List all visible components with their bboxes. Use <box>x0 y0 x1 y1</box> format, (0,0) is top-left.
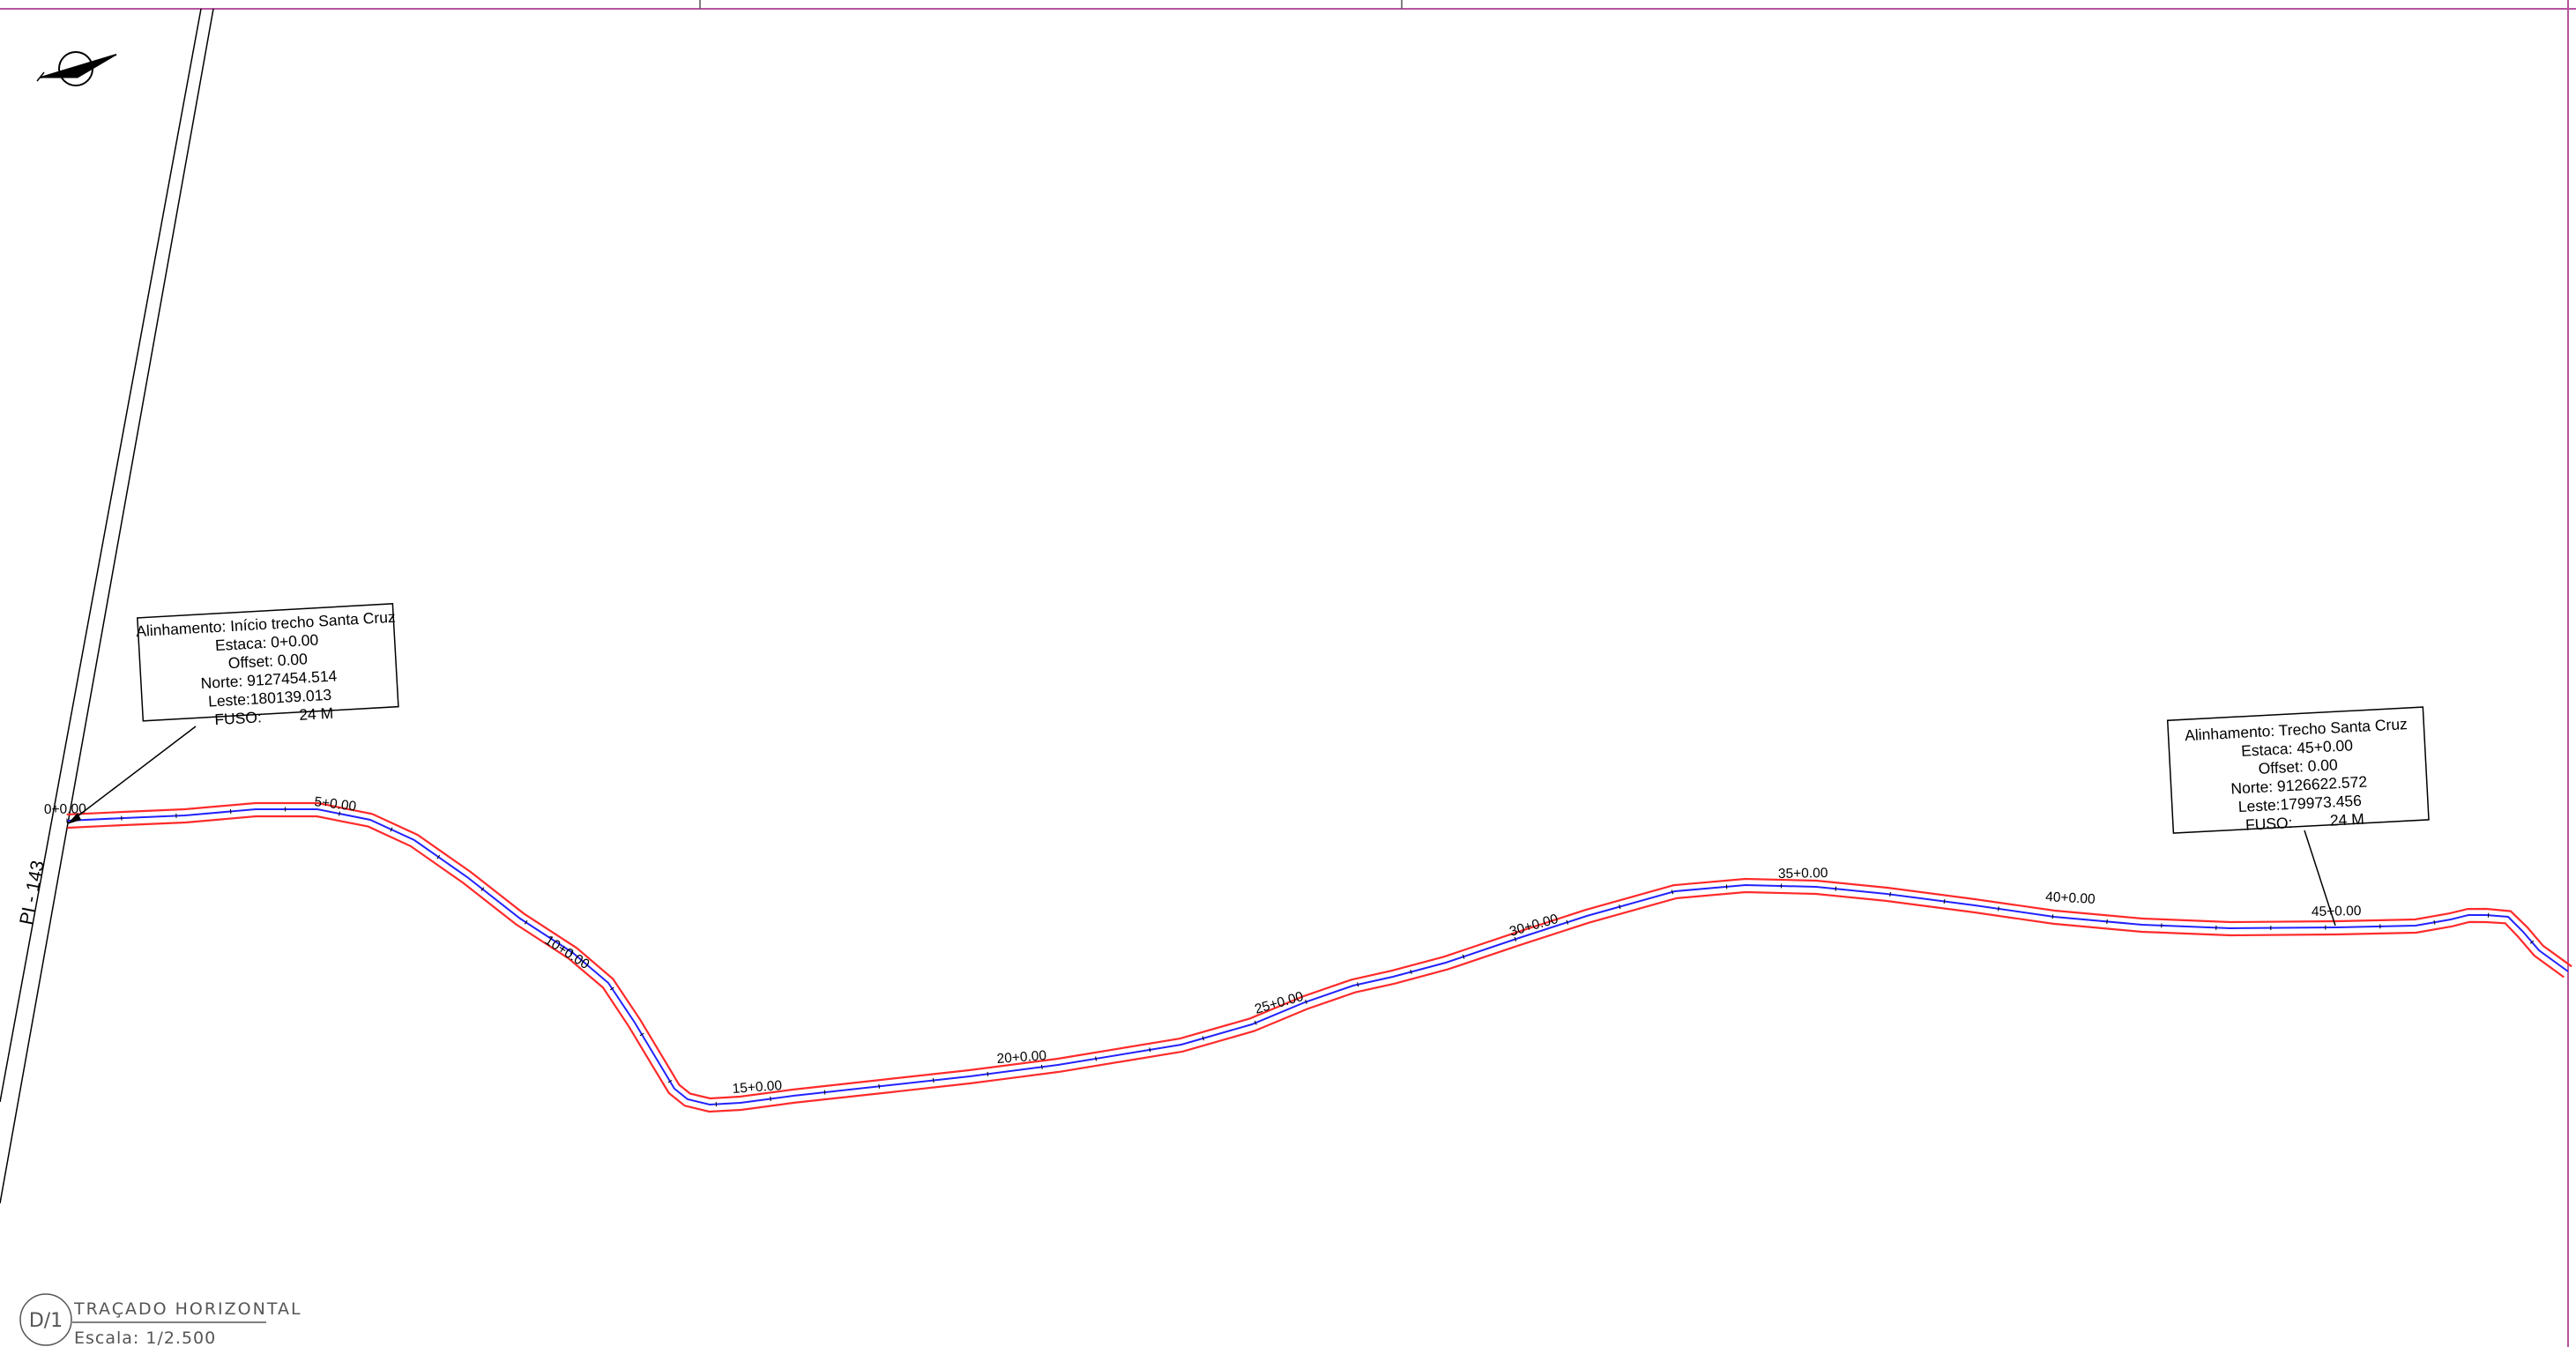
station-label: 45+0.00 <box>2312 904 2362 919</box>
callout-line-fuso-label: FUSO: <box>2245 814 2293 834</box>
callout-end: Alinhamento: Trecho Santa Cruz Estaca: 4… <box>2166 706 2430 927</box>
station-label: 35+0.00 <box>1778 866 1828 882</box>
road-edge-left <box>0 8 202 1103</box>
alignment-edge-right <box>67 815 2565 1113</box>
station-labels: 0+0.00 5+0.00 10+0.00 15+0.00 20+0.00 25… <box>44 794 2362 1097</box>
centerline-tick <box>1566 919 1569 925</box>
north-arrow-icon <box>36 51 117 86</box>
centerline-tick <box>986 1071 989 1076</box>
drawing-title: TRAÇADO HORIZONTAL <box>73 1299 302 1319</box>
centerline-tick <box>639 1032 644 1037</box>
centerline-tick <box>1889 891 1891 897</box>
centerline-tick <box>1835 886 1837 891</box>
centerline-tick <box>1462 954 1465 959</box>
station-label: 0+0.00 <box>44 801 87 817</box>
callout-box <box>137 602 399 722</box>
centerline-tick <box>1305 999 1307 1004</box>
existing-road: PI - 143 <box>0 8 214 1204</box>
drawing-scale: Escala: 1/2.500 <box>74 1328 216 1347</box>
centerline-tick <box>1095 1056 1097 1061</box>
title-block: D/1 TRAÇADO HORIZONTAL Escala: 1/2.500 <box>19 1293 302 1347</box>
callout-line-fuso-label: FUSO: <box>214 708 263 728</box>
alignment-edge-left <box>66 801 2572 1100</box>
callout-line-fuso-value: 24 M <box>299 704 334 724</box>
centerline-tick <box>1254 1020 1257 1025</box>
centerline-tick <box>823 1090 826 1095</box>
centerline-tick <box>1619 904 1621 910</box>
centerline-tick <box>480 887 485 891</box>
centerline-tick <box>2529 940 2535 944</box>
centerline-tick <box>610 986 614 991</box>
centerline-tick <box>2433 919 2436 925</box>
alignment <box>66 801 2572 1113</box>
centerline-tick <box>436 854 441 860</box>
callout-start: Alinhamento: Início trecho Santa Cruz Es… <box>67 602 399 824</box>
centerline-tick <box>390 827 393 832</box>
callout-leader <box>70 726 197 822</box>
callout-line-offset: Offset: 0.00 <box>2258 755 2338 778</box>
centerline-tick <box>1943 898 1946 904</box>
station-label: 5+0.00 <box>314 794 358 815</box>
callout-box <box>2166 706 2430 834</box>
centerline-ticks <box>66 807 2535 1107</box>
centerline-tick <box>1514 936 1517 941</box>
callout-line-fuso-value: 24 M <box>2329 810 2364 830</box>
callout-leader <box>2304 830 2336 927</box>
centerline-tick <box>667 1079 673 1083</box>
station-label: 20+0.00 <box>996 1048 1047 1067</box>
centerline-tick <box>339 811 341 816</box>
centerline-tick <box>2051 914 2054 919</box>
drawing-id-circle <box>19 1293 72 1346</box>
road-label: PI - 143 <box>16 859 48 927</box>
centerline-tick <box>570 949 574 955</box>
centerline-tick <box>524 919 528 925</box>
leader-arrow-icon <box>67 813 81 824</box>
centerline-tick <box>878 1083 880 1089</box>
drawing-id: D/1 <box>29 1310 63 1332</box>
station-label: 15+0.00 <box>732 1078 783 1097</box>
centerline-tick <box>2106 919 2108 924</box>
road-edge-right <box>0 8 214 1204</box>
centerline-tick <box>1671 889 1674 895</box>
station-label: 10+0.00 <box>542 933 592 972</box>
station-label: 40+0.00 <box>2045 889 2096 907</box>
centerline-tick <box>1202 1036 1204 1041</box>
centerline-tick <box>1357 982 1359 987</box>
centerline-tick <box>1041 1064 1043 1069</box>
alignment-centerline <box>66 808 2569 1106</box>
